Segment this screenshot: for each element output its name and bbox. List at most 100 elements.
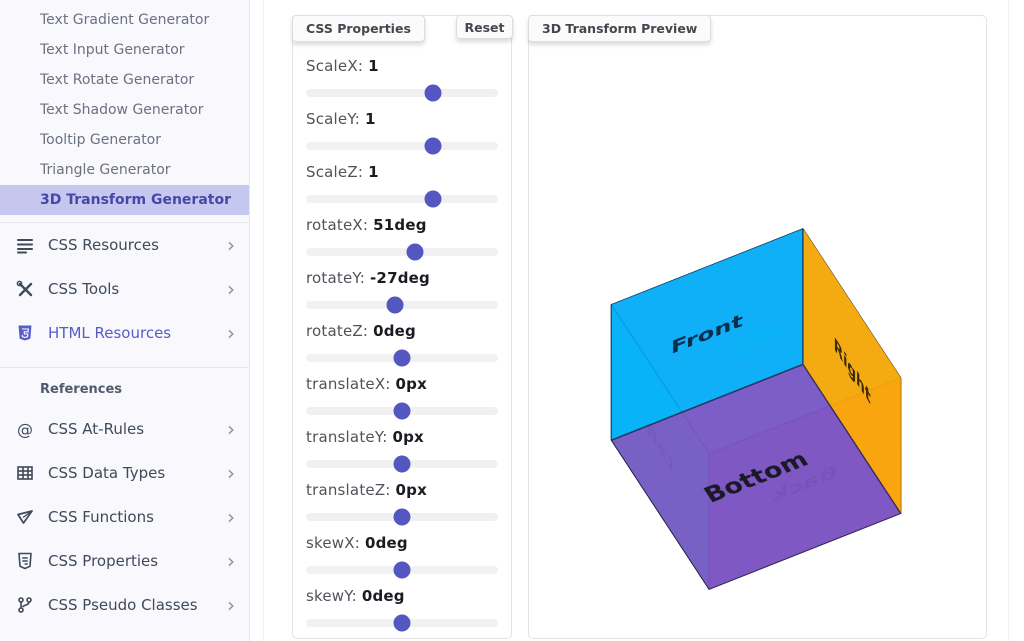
reset-button[interactable]: Reset <box>456 15 513 39</box>
preview-tab[interactable]: 3D Transform Preview <box>528 15 712 42</box>
translatez-slider[interactable] <box>306 508 498 526</box>
chevron-right-icon: › <box>227 233 235 257</box>
chevron-right-icon: › <box>227 549 235 573</box>
function-icon <box>16 508 34 526</box>
translatey-label: translateY: 0px <box>306 428 424 446</box>
translatez-value: 0px <box>395 481 427 499</box>
translatey-slider-thumb[interactable] <box>393 455 411 473</box>
at-rule-icon: @ <box>17 419 33 439</box>
html5-shield-icon <box>16 324 34 342</box>
sidebar-item-css-tools[interactable]: CSS Tools › <box>0 267 249 311</box>
chevron-right-icon: › <box>227 505 235 529</box>
rotatez-value: 0deg <box>373 322 416 340</box>
cube-face-right-label: Right <box>834 333 871 409</box>
content-frame-left-border <box>263 0 264 641</box>
translatey-slider[interactable] <box>306 455 498 473</box>
sidebar-item-triangle-generator[interactable]: Triangle Generator <box>40 162 171 178</box>
scaley-slider[interactable] <box>306 137 498 155</box>
translatex-slider-thumb[interactable] <box>393 402 411 420</box>
skewx-slider[interactable] <box>306 561 498 579</box>
sidebar-item-css-at-rules[interactable]: @ CSS At-Rules › <box>0 407 249 451</box>
sidebar-item-3d-transform-generator[interactable]: 3D Transform Generator <box>0 185 249 215</box>
sidebar-item-label: CSS Properties <box>48 552 159 570</box>
scalez-slider[interactable] <box>306 190 498 208</box>
sidebar-item-text-gradient-generator[interactable]: Text Gradient Generator <box>40 12 210 28</box>
css3-shield-icon <box>16 552 34 570</box>
rotatey-label: rotateY: -27deg <box>306 269 430 287</box>
sidebar-item-tooltip-generator[interactable]: Tooltip Generator <box>40 132 162 148</box>
tools-icon <box>16 280 34 298</box>
translatex-slider[interactable] <box>306 402 498 420</box>
sidebar-item-css-pseudo-classes[interactable]: CSS Pseudo Classes › <box>0 583 249 627</box>
scalez-value: 1 <box>368 163 379 181</box>
skewy-slider[interactable] <box>306 614 498 632</box>
slider-list: ScaleX: 1 ScaleY: 1 ScaleZ: 1 rotateX: 5… <box>293 56 511 639</box>
sidebar-item-text-shadow-generator[interactable]: Text Shadow Generator <box>40 102 204 118</box>
sidebar-item-label: CSS Tools <box>48 280 120 298</box>
cube-face-front-label: Front <box>671 310 743 358</box>
sidebar-item-label: CSS Pseudo Classes <box>48 596 198 614</box>
sidebar-item-label: HTML Resources <box>48 324 172 342</box>
scaley-slider-thumb[interactable] <box>424 137 442 155</box>
preview-panel: Front Back Right Left Top Bottom <box>528 15 987 639</box>
css-properties-panel: ScaleX: 1 ScaleY: 1 ScaleZ: 1 rotateX: 5… <box>292 15 512 639</box>
scalez-slider-thumb[interactable] <box>424 190 442 208</box>
rotatez-slider-thumb[interactable] <box>393 349 411 367</box>
translatex-label: translateX: 0px <box>306 375 427 393</box>
scaley-value: 1 <box>364 110 376 128</box>
rotatey-slider[interactable] <box>306 296 498 314</box>
references-heading: References <box>40 382 123 397</box>
rotatex-value: 51deg <box>373 216 427 234</box>
cube-face-bottom-label: Bottom <box>699 446 813 508</box>
rotatez-label: rotateZ: 0deg <box>306 322 416 340</box>
transform-cube: Front Back Right Left Top Bottom <box>610 228 902 590</box>
sidebar-item-css-properties[interactable]: CSS Properties › <box>0 539 249 583</box>
translatex-value: 0px <box>395 375 427 393</box>
scalex-value: 1 <box>368 57 379 75</box>
branch-icon <box>16 596 34 614</box>
sidebar-item-text-rotate-generator[interactable]: Text Rotate Generator <box>40 72 195 88</box>
skewy-slider-thumb[interactable] <box>393 614 411 632</box>
rotatex-slider-thumb[interactable] <box>406 243 424 261</box>
list-icon <box>16 236 34 254</box>
scaley-label: ScaleY: 1 <box>306 110 376 128</box>
translatez-slider-thumb[interactable] <box>393 508 411 526</box>
sidebar-item-css-functions[interactable]: CSS Functions › <box>0 495 249 539</box>
scalex-label: ScaleX: 1 <box>306 57 379 75</box>
scalex-slider[interactable] <box>306 84 498 102</box>
generator-list: Text Gradient Generator Text Input Gener… <box>0 0 249 215</box>
skewx-value: 0deg <box>364 534 408 552</box>
sidebar-item-html-resources[interactable]: HTML Resources › <box>0 311 249 355</box>
skewx-slider-thumb[interactable] <box>393 561 411 579</box>
sidebar-divider <box>0 222 249 223</box>
chevron-right-icon: › <box>227 417 235 441</box>
sidebar-item-label: CSS Resources <box>48 236 159 254</box>
sidebar-item-label: CSS At-Rules <box>48 420 145 438</box>
sidebar-item-text-input-generator[interactable]: Text Input Generator <box>40 42 185 58</box>
preview-scene: Front Back Right Left Top Bottom <box>529 16 986 638</box>
rotatex-slider[interactable] <box>306 243 498 261</box>
rotatez-slider[interactable] <box>306 349 498 367</box>
content-frame-right-border <box>1008 0 1009 641</box>
scalez-label: ScaleZ: 1 <box>306 163 379 181</box>
table-icon <box>16 464 34 482</box>
translatez-label: translateZ: 0px <box>306 481 427 499</box>
sidebar-item-label: CSS Data Types <box>48 464 166 482</box>
sidebar: Text Gradient Generator Text Input Gener… <box>0 0 250 641</box>
chevron-right-icon: › <box>227 277 235 301</box>
rotatey-value: -27deg <box>370 269 430 287</box>
skewx-label: skewX: 0deg <box>306 534 408 552</box>
chevron-right-icon: › <box>227 321 235 345</box>
scalex-slider-thumb[interactable] <box>424 84 442 102</box>
sidebar-item-css-resources[interactable]: CSS Resources › <box>0 223 249 267</box>
rotatey-slider-thumb[interactable] <box>386 296 404 314</box>
rotatex-label: rotateX: 51deg <box>306 216 427 234</box>
skewy-value: 0deg <box>361 587 405 605</box>
sidebar-item-label: CSS Functions <box>48 508 154 526</box>
chevron-right-icon: › <box>227 461 235 485</box>
sidebar-item-css-data-types[interactable]: CSS Data Types › <box>0 451 249 495</box>
css-properties-tab[interactable]: CSS Properties <box>292 15 425 42</box>
translatey-value: 0px <box>392 428 424 446</box>
skewy-label: skewY: 0deg <box>306 587 405 605</box>
